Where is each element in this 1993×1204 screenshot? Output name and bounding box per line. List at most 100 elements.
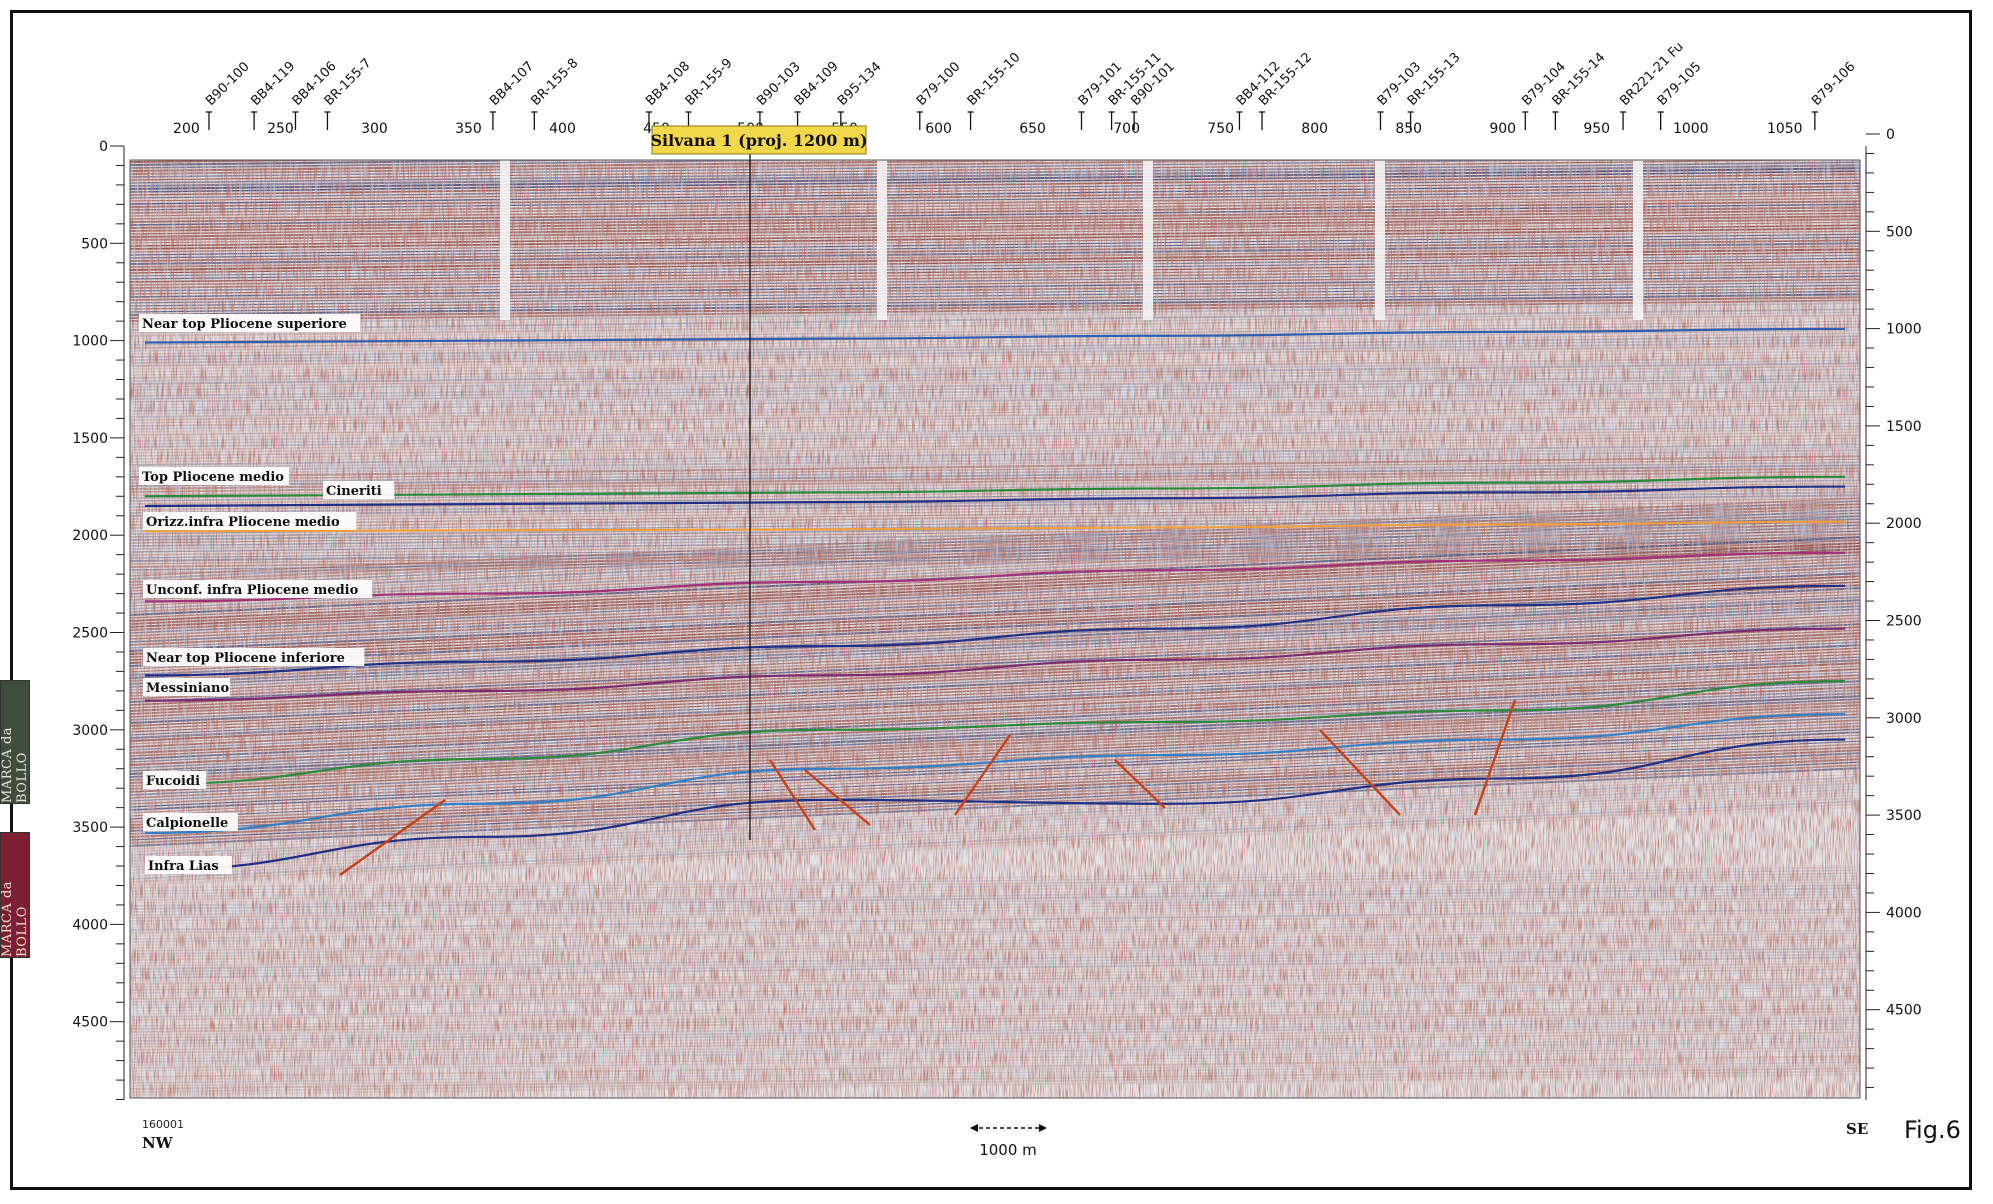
horizon-line-1 — [144, 475, 1846, 498]
depth-tick-label-left: 3000 — [72, 723, 108, 739]
depth-tick-label-right: 1000 — [1886, 322, 1922, 338]
cdp-tick-label: 750 — [1207, 121, 1234, 137]
fault-line — [1114, 759, 1166, 809]
scale-bar: 1000 m — [970, 1124, 1047, 1159]
scale-bar-left-arrow-icon — [970, 1124, 978, 1132]
horizon-label-bg — [139, 314, 361, 332]
well-tie-label: B79-100 — [914, 59, 963, 108]
seismic-noise-negative — [130, 160, 1860, 1098]
depth-tick-label-left: 500 — [81, 236, 108, 252]
horizon-line-2 — [144, 485, 1846, 508]
well-tie-marker: B79-106 — [1809, 59, 1859, 130]
horizon-label-bg — [143, 512, 357, 530]
horizon-label-9: Infra Lias — [145, 856, 232, 874]
cdp-axis-top: 2002503003504004505005506006507007508008… — [173, 121, 1803, 137]
cdp-tick-label: 800 — [1301, 121, 1328, 137]
figure-number-label: Fig.6 — [1904, 1116, 1961, 1144]
horizon-line-8 — [144, 713, 1846, 835]
depth-tick-label-right: 1500 — [1886, 419, 1922, 435]
well-tie-label: B95-134 — [835, 59, 884, 108]
cdp-tick-label: 300 — [361, 121, 388, 137]
well-label-background — [651, 125, 867, 155]
depth-tick-label-right: 4000 — [1886, 905, 1922, 921]
scale-bar-right-arrow-icon — [1039, 1124, 1047, 1132]
depth-axis-right: 0 500 1000 1500 2000 2500 3000 3500 4000 4500 — [1865, 127, 1922, 1100]
horizon-label-6: Messiniano — [143, 678, 230, 696]
horizon-label-3: Orizz.infra Pliocene medio — [143, 512, 357, 530]
horizon-line-9 — [144, 738, 1846, 872]
well-tie-marker: B90-100 — [203, 59, 253, 130]
trace-number-label: 160001 — [142, 1118, 184, 1131]
horizon-line-3 — [144, 520, 1846, 533]
seismic-plot-area — [130, 160, 1860, 1098]
fault-line — [1473, 699, 1517, 816]
cdp-tick-label: 850 — [1395, 121, 1422, 137]
horizon-label-bg — [143, 813, 238, 831]
se-direction-label: SE — [1846, 1120, 1868, 1138]
stack-gap — [1633, 160, 1643, 320]
stack-gap — [877, 160, 887, 320]
horizon-labels: Near top Pliocene superiore Top Pliocene … — [139, 314, 395, 874]
well-tie-marker: B95-134 — [835, 59, 885, 130]
stack-gap-columns — [500, 160, 1643, 320]
cdp-tick-label: 650 — [1019, 121, 1046, 137]
cdp-tick-label: 950 — [1583, 121, 1610, 137]
fault-line — [804, 769, 871, 826]
fault-line — [1319, 729, 1401, 816]
horizon-label-bg — [143, 678, 230, 696]
stack-gap — [1143, 160, 1153, 320]
horizon-label-text: Near top Pliocene superiore — [142, 317, 347, 332]
horizon-label-text: Near top Pliocene inferiore — [146, 651, 345, 666]
well-label-text: Silvana 1 (proj. 1200 m) — [650, 131, 867, 150]
well-tie-label: BB4-107 — [487, 59, 537, 109]
revenue-stamp-green: MARCA da BOLLO — [0, 680, 30, 804]
depth-tick-label-right: 0 — [1886, 127, 1895, 143]
well-tie-label: BB4-119 — [248, 59, 298, 109]
depth-tick-label-left: 4000 — [72, 917, 108, 933]
horizon-label-4: Unconf. infra Pliocene medio — [143, 580, 373, 598]
cdp-tick-label: 350 — [455, 121, 482, 137]
horizon-label-bg — [143, 580, 373, 598]
cdp-tick-label: 900 — [1489, 121, 1516, 137]
well-tie-marker: BR-155-10 — [965, 50, 1024, 130]
well-tie-label: BR221-21 Fu — [1617, 39, 1686, 108]
horizon-label-bg — [139, 467, 290, 485]
depth-tick-label-right: 2000 — [1886, 516, 1922, 532]
nw-direction-label: NW — [142, 1134, 174, 1152]
horizon-label-7: Fucoidi — [143, 771, 207, 789]
horizon-line-6 — [144, 627, 1846, 702]
depth-tick-label-left: 3500 — [72, 820, 108, 836]
well-tie-label: BR-155-9 — [683, 56, 736, 109]
plot-frame — [129, 159, 1861, 1099]
horizon-label-8: Calpionelle — [143, 813, 238, 831]
cdp-tick-label: 700 — [1113, 121, 1140, 137]
fault-line — [954, 734, 1011, 816]
well-tie-marker: BR-155-8 — [529, 56, 581, 130]
horizon-label-1: Top Pliocene medio — [139, 467, 290, 485]
depth-tick-label-right: 4500 — [1886, 1003, 1922, 1019]
depth-tick-label-left: 1500 — [72, 431, 108, 447]
depth-tick-label-left: 2500 — [72, 626, 108, 642]
horizon-label-bg — [323, 481, 395, 499]
stack-gap — [1375, 160, 1385, 320]
cdp-tick-label: 250 — [267, 121, 294, 137]
well-tie-marker: BB4-107 — [487, 59, 537, 130]
horizon-line-7 — [144, 680, 1846, 786]
stamp-text-red: MARCA da BOLLO — [0, 880, 30, 957]
fault-line — [339, 799, 446, 876]
stack-gap — [500, 160, 510, 320]
fault-line — [768, 759, 817, 831]
horizon-label-text: Messiniano — [146, 681, 230, 696]
depth-tick-label-right: 500 — [1886, 224, 1913, 240]
horizon-label-bg — [143, 771, 207, 789]
depth-tick-label-left: 1000 — [72, 334, 108, 350]
well-tie-marker: B79-100 — [914, 59, 963, 130]
depth-tick-label-right: 3500 — [1886, 808, 1922, 824]
cdp-tick-label: 200 — [173, 121, 200, 137]
depth-tick-label-right: 3000 — [1886, 711, 1922, 727]
revenue-stamp-red: MARCA da BOLLO — [0, 832, 30, 958]
horizon-label-text: Orizz.infra Pliocene medio — [146, 515, 340, 530]
horizon-label-text: Unconf. infra Pliocene medio — [146, 583, 359, 598]
depth-tick-label-left: 2000 — [72, 528, 108, 544]
